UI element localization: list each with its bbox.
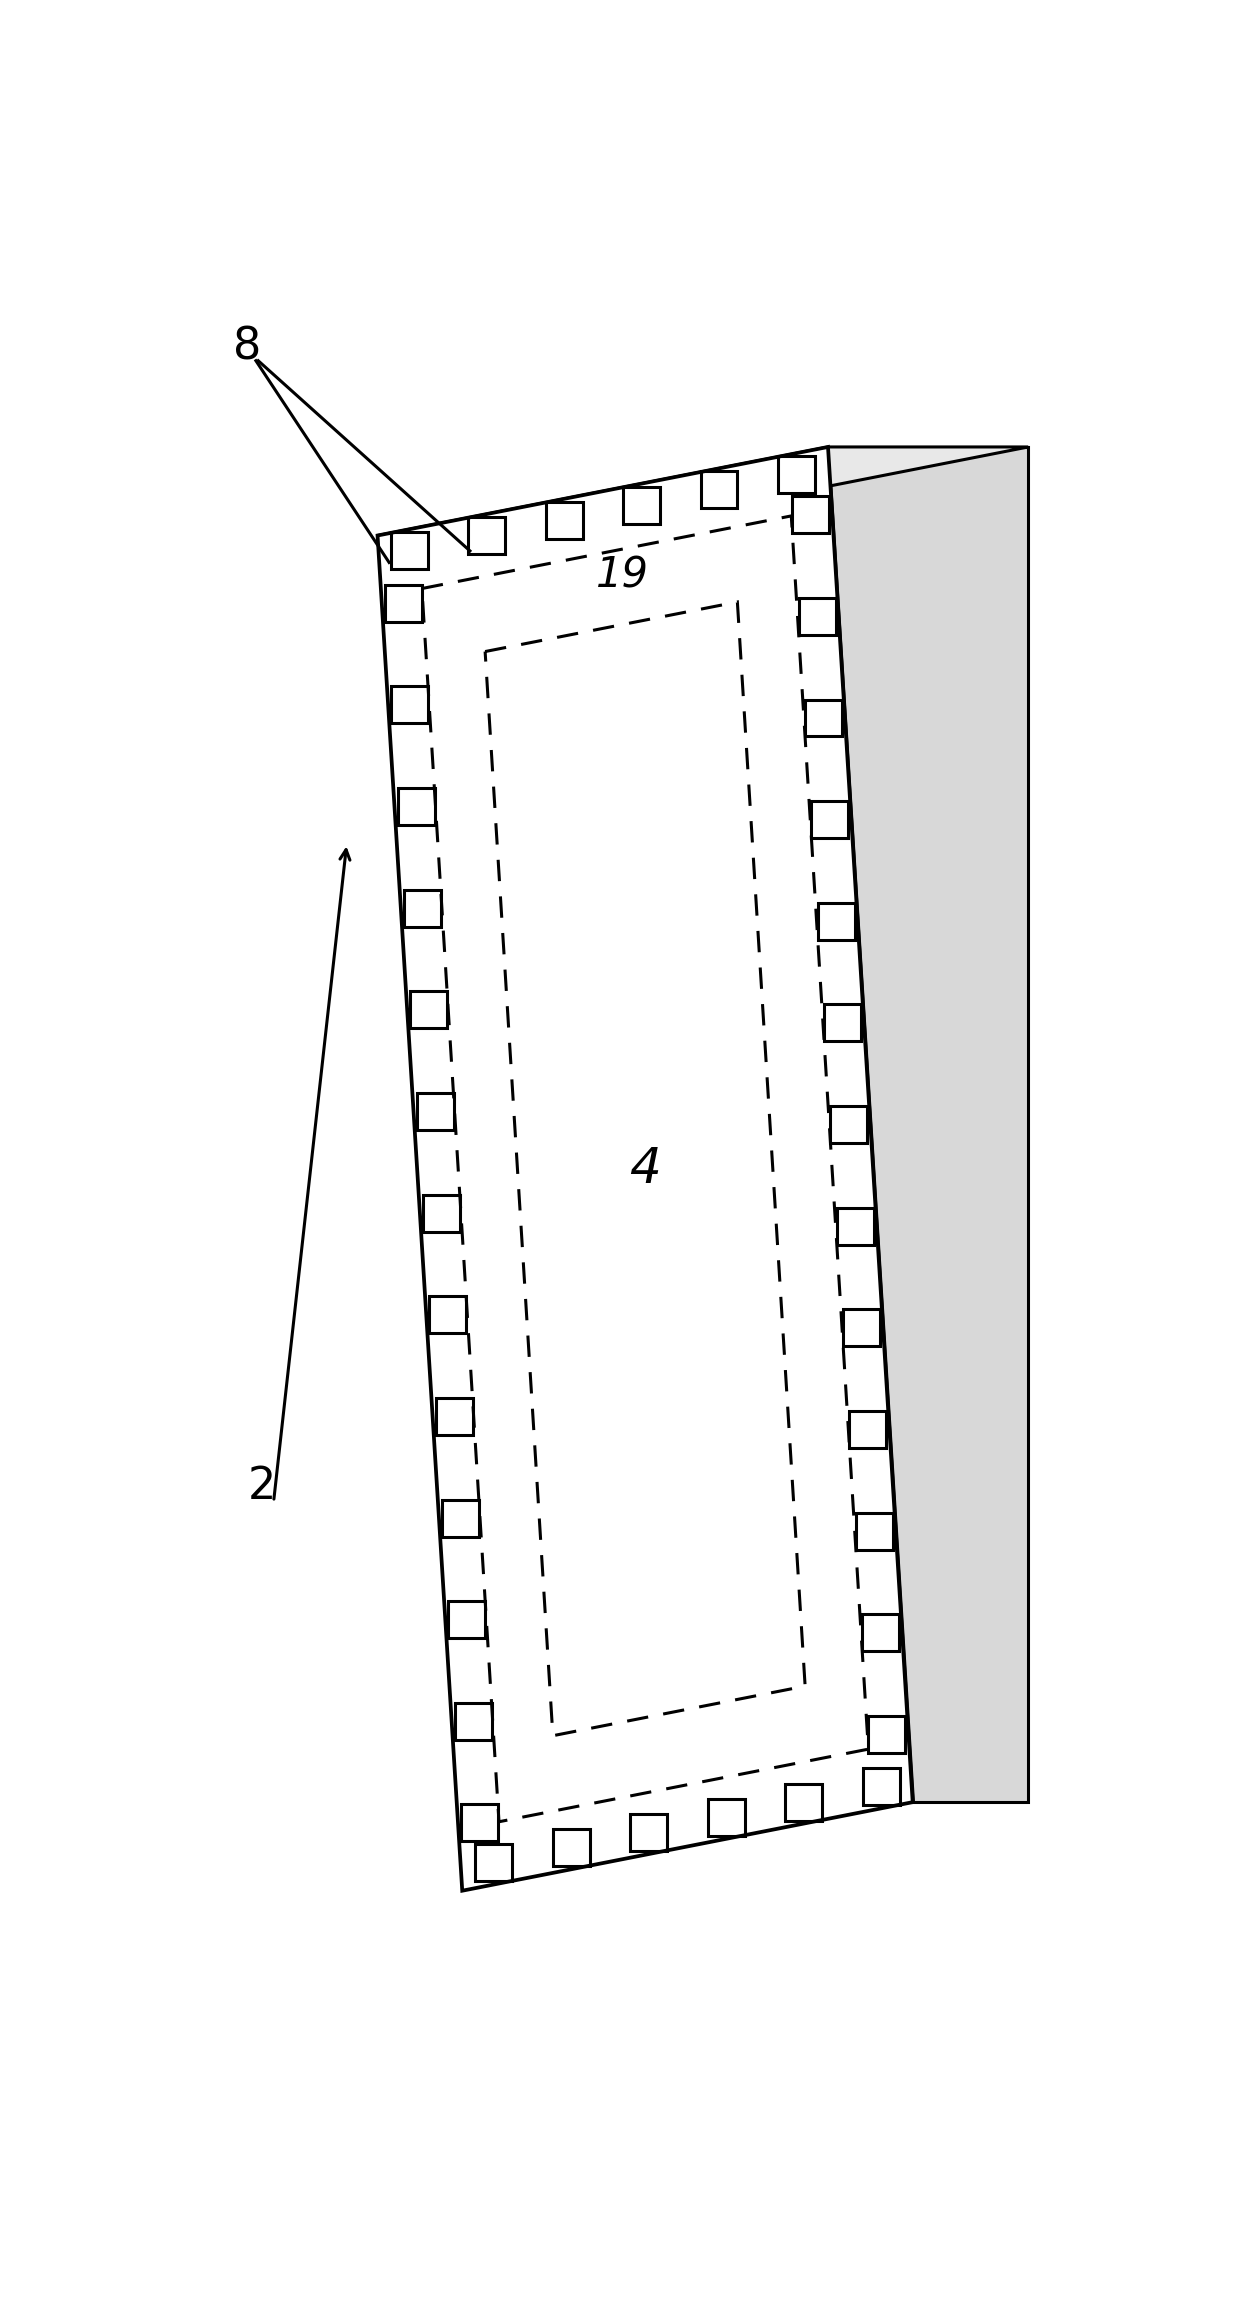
Polygon shape (377, 446, 1028, 537)
Text: 8: 8 (233, 326, 260, 368)
Polygon shape (828, 446, 1028, 1802)
Polygon shape (377, 446, 913, 1890)
Text: 4: 4 (629, 1145, 661, 1194)
Text: 2: 2 (248, 1464, 277, 1508)
Text: 19: 19 (595, 555, 649, 597)
